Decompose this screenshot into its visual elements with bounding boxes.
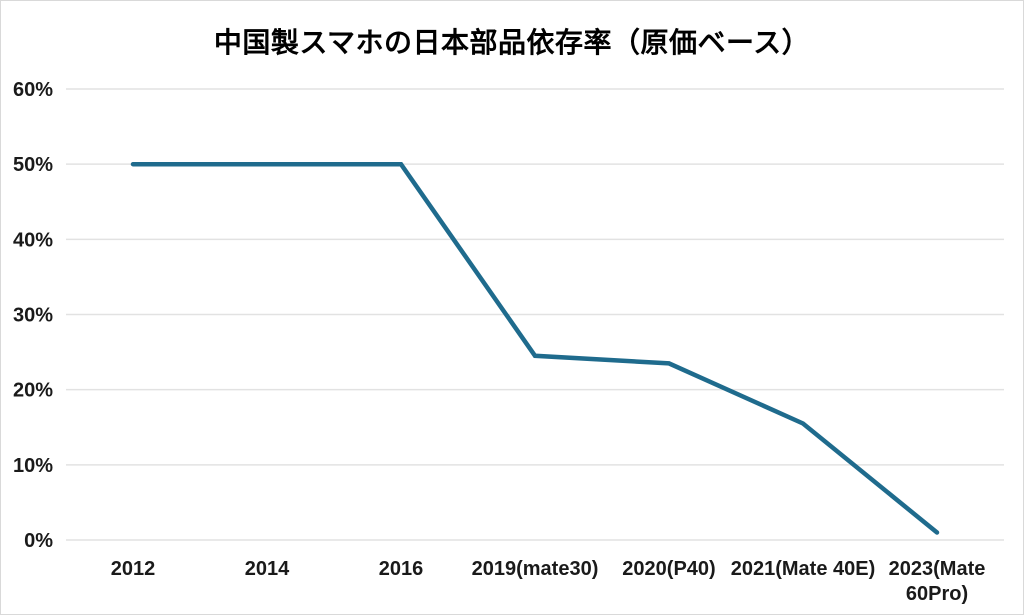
y-tick-label: 50% <box>13 154 53 176</box>
dependency-rate-line <box>130 161 940 535</box>
x-axis-tick-labels: 2012 2014 2016 2019(mate30) 2020(P40) 2021(Ma… <box>111 558 986 605</box>
y-tick-label: 40% <box>13 229 53 251</box>
x-tick-label: 2023(Mate 60Pro) <box>889 558 986 605</box>
x-tick-label: 2016 <box>379 558 424 580</box>
data-series-group <box>130 161 940 535</box>
chart-title: 中国製スマホの日本部品依存率（原価ベース） <box>213 27 811 58</box>
x-tick-label: 2021(Mate 40E) <box>731 558 876 580</box>
y-tick-label: 10% <box>13 455 53 477</box>
y-axis-tick-labels: 0% 10% 20% 30% 40% 50% 60% <box>13 79 53 552</box>
x-tick-label: 2020(P40) <box>622 558 715 580</box>
y-tick-label: 30% <box>13 305 53 327</box>
y-tick-label: 60% <box>13 79 53 101</box>
y-tick-label: 20% <box>13 380 53 402</box>
x-tick-label: 2014 <box>245 558 290 580</box>
x-tick-label: 2012 <box>111 558 156 580</box>
x-tick-label: 2019(mate30) <box>472 558 599 580</box>
y-tick-label: 0% <box>24 530 53 552</box>
